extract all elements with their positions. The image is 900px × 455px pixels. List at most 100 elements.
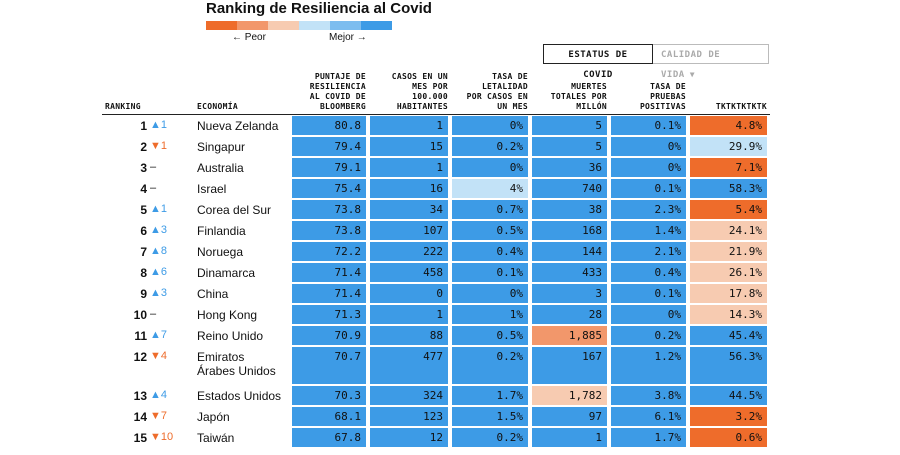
cell-score: 71.4 xyxy=(292,284,366,303)
economy-name: Hong Kong xyxy=(197,308,258,322)
cell-deaths: 38 xyxy=(532,200,607,219)
scale-swatch xyxy=(206,21,237,30)
rank-number: 10 xyxy=(133,308,147,322)
rank-change: ▲3 xyxy=(150,224,168,236)
rank-change: ▲6 xyxy=(150,266,168,278)
scale-swatch xyxy=(299,21,330,30)
table-row: 11 ▲7 Reino Unido 70.9 88 0.5% 1,885 0.2% 45.4% xyxy=(102,326,770,346)
table-row: 15 ▼10 Taiwán 67.8 12 0.2% 1 1.7% 0.6% xyxy=(102,428,770,448)
cell-fatality: 0% xyxy=(452,284,528,303)
tab-estatus-de-covid[interactable]: ESTATUS DE COVID xyxy=(543,44,653,80)
header-ranking: RANKING xyxy=(105,102,141,111)
cell-extra: 24.1% xyxy=(690,221,767,240)
cell-positivity: 0.4% xyxy=(611,263,686,282)
cell-fatality: 0.7% xyxy=(452,200,528,219)
rank-number: 13 xyxy=(133,389,147,403)
cell-extra: 4.8% xyxy=(690,116,767,135)
better-label: Mejor → xyxy=(329,32,367,43)
economy-name: Dinamarca xyxy=(197,266,256,280)
rank-change: ▲7 xyxy=(150,329,168,341)
economy-name: Israel xyxy=(197,182,227,196)
cell-positivity: 0% xyxy=(611,158,686,177)
cell-fatality: 0.1% xyxy=(452,263,528,282)
header-line: 100.000 xyxy=(412,92,448,101)
header-line: TKTKTKTKTK xyxy=(715,102,767,111)
economy-name: Taiwán xyxy=(197,431,235,445)
cell-cases: 222 xyxy=(370,242,448,261)
rank-change: ▲3 xyxy=(150,287,168,299)
page-title: Ranking de Resiliencia al Covid xyxy=(206,0,432,17)
cell-deaths: 5 xyxy=(532,116,607,135)
rank-number: 3 xyxy=(140,161,147,175)
cell-positivity: 1.7% xyxy=(611,428,686,447)
rank-number: 7 xyxy=(140,245,147,259)
cell-positivity: 6.1% xyxy=(611,407,686,426)
header-cases: CASOS EN UN MES POR 100.000 HABITANTES xyxy=(370,72,448,112)
cell-positivity: 3.8% xyxy=(611,386,686,405)
tab-calidad-de-vida[interactable]: CALIDAD DE VIDA ▼ xyxy=(653,44,769,80)
color-scale-legend xyxy=(206,21,392,30)
cell-deaths: 3 xyxy=(532,284,607,303)
header-fatality: TASA DE LETALIDAD POR CASOS EN UN MES xyxy=(452,72,528,112)
cell-deaths: 1,782 xyxy=(532,386,607,405)
rank-number: 1 xyxy=(140,119,147,133)
rank-change: ▲4 xyxy=(150,389,168,401)
cell-deaths: 168 xyxy=(532,221,607,240)
cell-extra: 58.3% xyxy=(690,179,767,198)
header-economy: ECONOMÍA xyxy=(197,102,238,111)
rank-number: 12 xyxy=(133,350,147,364)
rank-number: 11 xyxy=(134,329,147,343)
header-line: TOTALES POR xyxy=(550,92,607,101)
cell-fatality: 0% xyxy=(452,158,528,177)
cell-deaths: 5 xyxy=(532,137,607,156)
cell-positivity: 0.1% xyxy=(611,116,686,135)
scale-swatch xyxy=(330,21,361,30)
cell-extra: 21.9% xyxy=(690,242,767,261)
header-line: MUERTES xyxy=(571,82,607,91)
tab-label: CALIDAD DE VIDA xyxy=(661,50,721,80)
cell-cases: 107 xyxy=(370,221,448,240)
cell-fatality: 0.2% xyxy=(452,428,528,447)
view-tabs: ESTATUS DE COVID CALIDAD DE VIDA ▼ xyxy=(543,44,769,80)
table-row: 14 ▼7 Japón 68.1 123 1.5% 97 6.1% 3.2% xyxy=(102,407,770,427)
cell-extra: 5.4% xyxy=(690,200,767,219)
cell-extra: 14.3% xyxy=(690,305,767,324)
header-line: BLOOMBERG xyxy=(319,102,366,111)
rank-change: ▲1 xyxy=(150,119,168,131)
table-row: 4– Israel 75.4 16 4% 740 0.1% 58.3% xyxy=(102,179,770,199)
cell-cases: 477 xyxy=(370,347,448,384)
chevron-down-icon: ▼ xyxy=(689,70,696,79)
cell-fatality: 0.5% xyxy=(452,221,528,240)
cell-score: 71.4 xyxy=(292,263,366,282)
cell-score: 79.4 xyxy=(292,137,366,156)
table-row: 9 ▲3 China 71.4 0 0% 3 0.1% 17.8% xyxy=(102,284,770,304)
table-row: 1 ▲1 Nueva Zelanda 80.8 1 0% 5 0.1% 4.8% xyxy=(102,116,770,136)
cell-extra: 45.4% xyxy=(690,326,767,345)
cell-cases: 0 xyxy=(370,284,448,303)
table-row: 3– Australia 79.1 1 0% 36 0% 7.1% xyxy=(102,158,770,178)
header-line: TASA DE xyxy=(492,72,528,81)
rank-change: ▼10 xyxy=(150,431,174,443)
economy-name: Corea del Sur xyxy=(197,203,272,217)
cell-positivity: 0% xyxy=(611,137,686,156)
economy-name: Noruega xyxy=(197,245,244,259)
rank-number: 2 xyxy=(140,140,147,154)
cell-positivity: 1.4% xyxy=(611,221,686,240)
cell-deaths: 1 xyxy=(532,428,607,447)
cell-cases: 1 xyxy=(370,305,448,324)
cell-cases: 1 xyxy=(370,158,448,177)
economy-name: Reino Unido xyxy=(197,329,264,343)
rank-change: – xyxy=(150,161,157,173)
header-line: TASA DE xyxy=(650,82,686,91)
header-line: PRUEBAS xyxy=(650,92,686,101)
cell-score: 71.3 xyxy=(292,305,366,324)
economy-name: Singapur xyxy=(197,140,246,154)
header-line: POSITIVAS xyxy=(639,102,686,111)
rank-change: ▼4 xyxy=(150,350,168,362)
cell-extra: 17.8% xyxy=(690,284,767,303)
economy-name: Australia xyxy=(197,161,244,175)
header-line: AL COVID DE xyxy=(309,92,366,101)
cell-cases: 458 xyxy=(370,263,448,282)
rank-change: – xyxy=(150,182,157,194)
rank-number: 6 xyxy=(140,224,147,238)
